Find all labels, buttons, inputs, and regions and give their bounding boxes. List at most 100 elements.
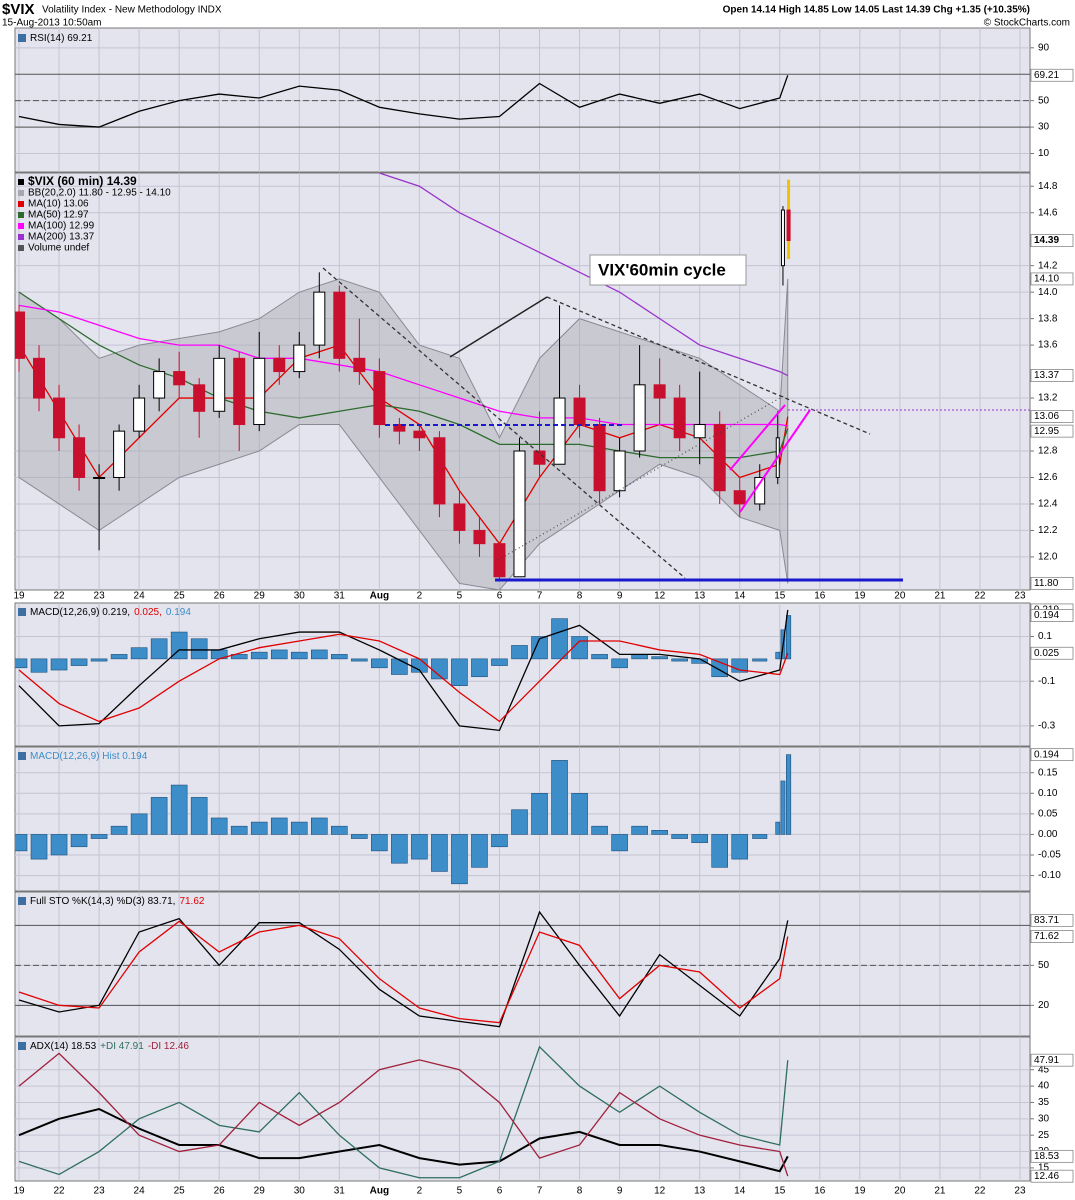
bar [331, 825, 348, 835]
legend-swatch [18, 223, 24, 229]
bar [170, 631, 188, 660]
bar [15, 834, 28, 852]
bar [270, 817, 288, 835]
y-tick-label: 14.8 [1038, 181, 1058, 192]
candle-body [33, 357, 46, 399]
bar [250, 821, 268, 835]
bar [591, 654, 608, 660]
y-tick-label: 0.10 [1038, 788, 1058, 799]
legend-swatch [18, 34, 26, 42]
panel [15, 603, 1030, 746]
legend-swatch [18, 1042, 26, 1050]
value-tag [1030, 272, 1074, 286]
annotation-box [589, 254, 747, 286]
bar [511, 809, 528, 835]
bar [310, 649, 328, 660]
symbol: $VIX [2, 1, 35, 18]
candle-body [593, 424, 606, 492]
x-tick-label: 23 [94, 591, 106, 602]
bar [190, 638, 208, 660]
legend-entry: RSI(14) 69.21 [30, 33, 93, 44]
bar [310, 817, 328, 835]
y-tick-label: -0.05 [1038, 850, 1061, 861]
bar [431, 834, 448, 872]
y-tick-label: 40 [1038, 1081, 1050, 1092]
series-line [18, 75, 789, 128]
security-name: Volatility Index - New Methodology INDX [42, 5, 222, 16]
candle-body [433, 437, 446, 505]
y-tick-label: 13.2 [1038, 393, 1058, 404]
series-line [18, 1107, 789, 1173]
y-tick-label: 14.6 [1038, 207, 1058, 218]
y-tick-label: 0.15 [1038, 767, 1058, 778]
candle-body [473, 529, 486, 545]
bar [30, 834, 48, 860]
y-tick-label: 12.2 [1038, 525, 1058, 536]
x-tick-label: 7 [537, 591, 543, 602]
panel-bg [14, 891, 1031, 1037]
bar [711, 834, 729, 868]
y-tick-label: 20 [1038, 1000, 1050, 1011]
y-tick-label: -0.3 [1038, 721, 1056, 732]
legend-swatch [18, 179, 24, 185]
x-tick-label: 13 [694, 1186, 706, 1197]
legend-entry: +DI 47.91 [100, 1041, 144, 1052]
y-tick-label: 12.0 [1038, 552, 1058, 563]
bar [671, 834, 688, 839]
bar [471, 834, 488, 868]
bar [351, 658, 368, 662]
candle-body [713, 424, 726, 492]
x-tick-label: 22 [53, 1186, 65, 1197]
value-tag-label: 0.194 [1034, 610, 1059, 621]
value-tag-label: 83.71 [1034, 915, 1059, 926]
date: 15-Aug-2013 10:50am [2, 18, 102, 29]
band [18, 278, 789, 590]
value-tag [1030, 234, 1074, 247]
value-tag-label: 71.62 [1034, 931, 1059, 942]
value-tag [1030, 1149, 1074, 1163]
bar [451, 834, 468, 885]
value-tag-label: 18.53 [1034, 1151, 1059, 1162]
value-tag [1030, 424, 1074, 438]
value-tag-label: 0.194 [1034, 749, 1059, 760]
legend-entry: MA(10) 13.06 [28, 199, 89, 210]
legend-swatch [18, 752, 26, 760]
x-tick-label: 22 [974, 1186, 986, 1197]
credit: © StockCharts.com [984, 18, 1070, 29]
y-tick-label: 35 [1038, 1097, 1050, 1108]
bar [691, 834, 708, 843]
x-tick-label: 31 [334, 1186, 346, 1197]
x-tick-label: 9 [617, 591, 623, 602]
wedge-line [729, 404, 786, 471]
y-tick-label: 30 [1038, 1113, 1050, 1124]
legend-entry: BB(20,2.0) 11.80 - 12.95 - 14.10 [28, 188, 171, 199]
bar [250, 651, 268, 660]
bar [451, 658, 468, 686]
candle-body [413, 430, 426, 439]
bar [90, 658, 108, 662]
candle-body [573, 397, 586, 426]
series-line [18, 920, 789, 1024]
series-line [18, 1052, 789, 1177]
candle-body [133, 397, 146, 432]
bar [230, 825, 248, 835]
trendlines: VIX'60min cycle [322, 254, 1030, 582]
legend-swatch [18, 190, 24, 196]
bar [150, 797, 168, 835]
x-tick-label: 14 [734, 591, 746, 602]
x-tick-label: 13 [694, 591, 706, 602]
value-tag-label: 11.80 [1034, 578, 1059, 589]
bar [551, 760, 568, 835]
series-line [18, 633, 789, 723]
candle-body [353, 357, 366, 373]
candle-body [633, 384, 646, 452]
legend-entry: ADX(14) 18.53 [30, 1041, 97, 1052]
x-tick-label: 20 [894, 1186, 906, 1197]
legend-entry: Volume undef [28, 243, 89, 254]
panel-bg [14, 27, 1031, 173]
bar [471, 658, 488, 678]
x-tick-label: 19 [854, 591, 866, 602]
bar [130, 813, 148, 835]
bar [511, 645, 528, 660]
value-tag [1030, 410, 1074, 423]
